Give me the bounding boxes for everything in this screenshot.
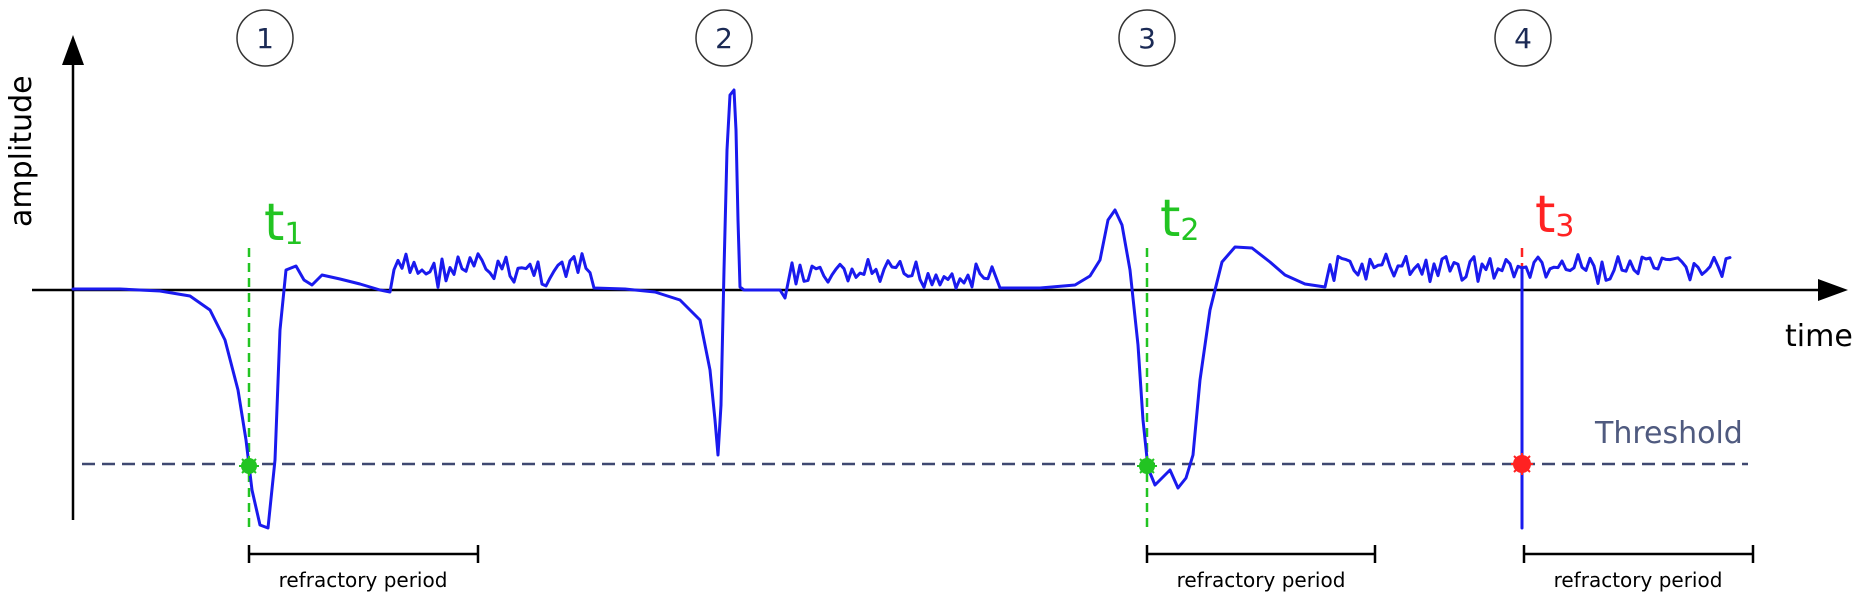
axes: amplitude time [4, 35, 1853, 520]
refractory-label-1: refractory period [279, 568, 448, 592]
crossing-point-t1 [239, 456, 259, 476]
svg-text:1: 1 [256, 22, 274, 55]
marker-4: 4 [1494, 9, 1552, 67]
svg-text:3: 3 [1138, 22, 1156, 55]
x-axis-arrow-icon [1818, 279, 1848, 301]
refractory-period-1: refractory period [247, 545, 480, 592]
svg-text:2: 2 [715, 22, 733, 55]
x-axis-label: time [1785, 319, 1853, 354]
signal-trace [71, 88, 1732, 530]
event-label-t2: t2 [1160, 189, 1199, 249]
refractory-label-3: refractory period [1554, 568, 1723, 592]
svg-text:4: 4 [1514, 22, 1532, 55]
y-axis-arrow-icon [62, 35, 84, 65]
refractory-label-2: refractory period [1177, 568, 1346, 592]
event-label-t1: t1 [264, 193, 303, 253]
refractory-period-3: refractory period [1522, 545, 1755, 592]
marker-1: 1 [236, 9, 294, 67]
crossing-point-t3 [1511, 453, 1533, 475]
marker-3: 3 [1118, 9, 1176, 67]
crossing-point-t2 [1137, 456, 1157, 476]
event-label-t3: t3 [1535, 185, 1574, 245]
refractory-period-2: refractory period [1145, 545, 1377, 592]
threshold-label: Threshold [1594, 416, 1743, 451]
marker-2: 2 [695, 9, 753, 67]
y-axis-label: amplitude [4, 75, 39, 227]
